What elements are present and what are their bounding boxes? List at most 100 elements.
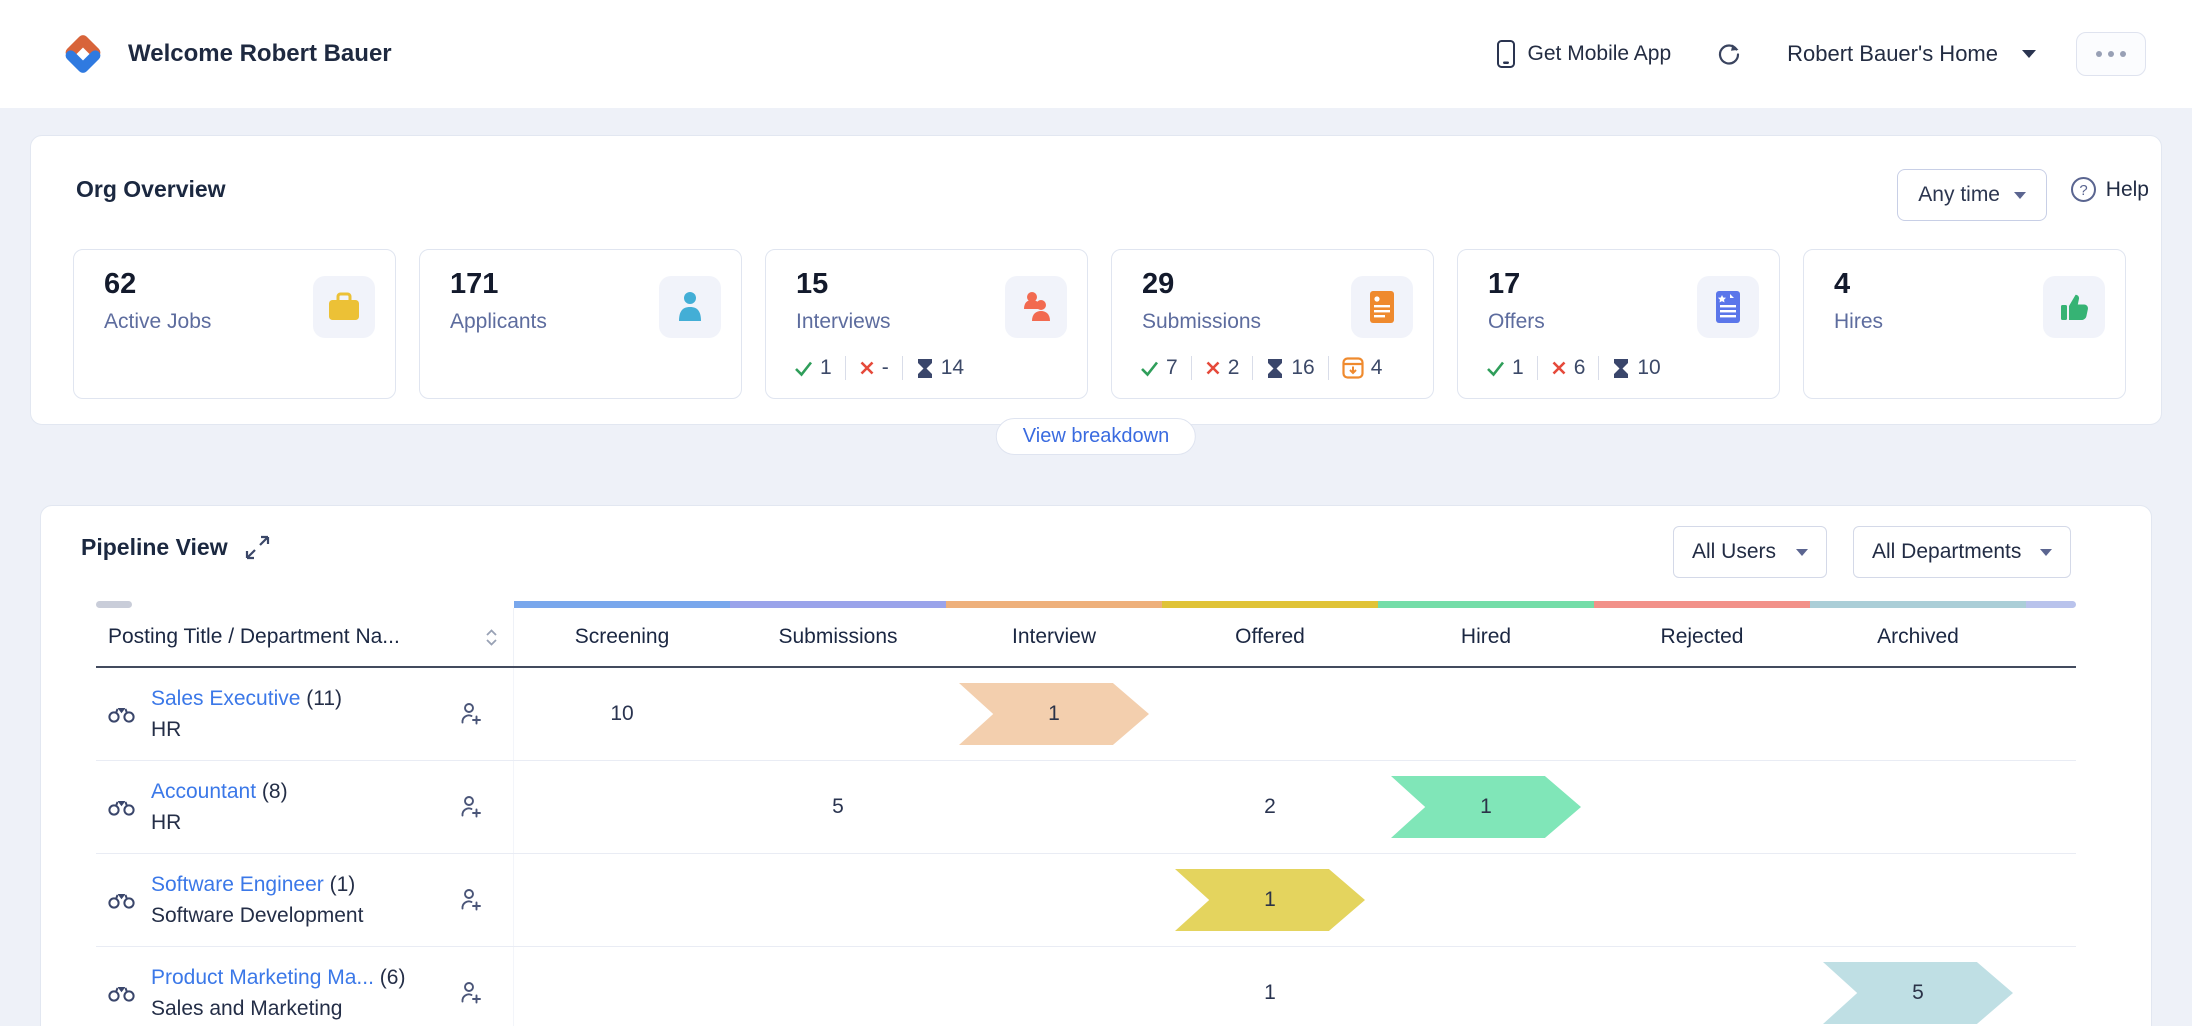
stat-value: 62 (104, 268, 137, 300)
job-title-link[interactable]: Product Marketing Ma... (151, 966, 374, 989)
check-icon (795, 361, 813, 376)
completed-stat: 1 (794, 356, 832, 380)
cross-icon (860, 361, 874, 375)
stage-arrow[interactable]: 1 (959, 683, 1149, 745)
stage-count[interactable]: 1 (1264, 981, 1276, 1004)
cancelled-stat: - (859, 356, 889, 380)
candidate-count: (11) (306, 687, 343, 710)
stat-breakdown: 1 - 14 (794, 356, 964, 380)
stat-label: Active Jobs (104, 310, 212, 333)
stat-value: 15 (796, 268, 829, 300)
stage-arrow[interactable]: 1 (1391, 776, 1581, 838)
help-label: Help (2105, 177, 2149, 201)
person-icon (659, 276, 721, 338)
hourglass-icon (1614, 358, 1629, 378)
time-filter-dropdown[interactable]: Any time (1897, 169, 2047, 221)
all-departments-label: All Departments (1872, 540, 2022, 563)
binoculars-icon[interactable] (108, 890, 135, 910)
stat-label: Submissions (1142, 310, 1262, 333)
stat-card-offers[interactable]: 17 Offers 1 (1457, 249, 1780, 399)
table-row: Software Engineer (1) Software Developme… (96, 854, 2076, 947)
stat-value: 171 (450, 268, 499, 300)
department-name: HR (151, 718, 182, 741)
check-icon (1141, 361, 1159, 376)
stat-label: Interviews (796, 310, 891, 333)
add-candidate-icon[interactable] (459, 888, 483, 912)
column-header-hired: Hired (1460, 625, 1512, 648)
stat-label: Offers (1488, 310, 1545, 333)
stage-bar-overflow (2026, 601, 2076, 608)
add-candidate-icon[interactable] (459, 702, 483, 726)
stat-value: 29 (1142, 268, 1175, 300)
stat-label: Hires (1834, 310, 1884, 333)
pipeline-view-title: Pipeline View (81, 534, 228, 560)
stage-bar-stub (96, 601, 132, 608)
job-title-link[interactable]: Software Engineer (151, 873, 324, 896)
job-title-link[interactable]: Accountant (151, 780, 257, 803)
sort-icon[interactable] (484, 628, 499, 647)
top-bar: Welcome Robert Bauer Get Mobile App Robe… (0, 0, 2192, 108)
candidate-count: (1) (329, 873, 356, 896)
refresh-icon[interactable] (1715, 40, 1743, 68)
stat-label: Applicants (450, 310, 547, 333)
stage-count[interactable]: 10 (610, 702, 634, 725)
stage-color-bar (96, 601, 2076, 608)
department-name: Software Development (151, 904, 364, 927)
all-users-label: All Users (1692, 540, 1777, 563)
stage-arrow[interactable]: 1 (1175, 869, 1365, 931)
stat-cards-row: 62 Active Jobs 171 Applicants 15 (73, 249, 2126, 399)
more-options-button[interactable] (2076, 32, 2146, 76)
column-header-screening: Screening (574, 625, 670, 648)
stat-value: 17 (1488, 268, 1521, 300)
time-filter-label: Any time (1918, 183, 2000, 206)
column-header-interview: Interview (1011, 625, 1097, 648)
stage-count[interactable]: 2 (1264, 795, 1276, 818)
column-header-offered: Offered (1235, 625, 1305, 648)
phone-icon (1496, 40, 1515, 68)
get-mobile-app-button[interactable]: Get Mobile App (1496, 39, 1671, 69)
department-name: HR (151, 811, 182, 834)
cross-icon (1206, 361, 1220, 375)
app-logo[interactable] (57, 28, 109, 80)
svg-text:?: ? (2079, 182, 2087, 199)
stage-arrow[interactable]: 5 (1823, 962, 2013, 1024)
table-row: Accountant (8) HR 5 2 1 (96, 761, 2076, 854)
view-breakdown-button[interactable]: View breakdown (995, 418, 1197, 455)
people-icon (1005, 276, 1067, 338)
expand-icon[interactable] (244, 534, 271, 561)
cross-icon (1552, 361, 1566, 375)
add-candidate-icon[interactable] (459, 981, 483, 1005)
question-circle-icon: ? (2070, 177, 2096, 202)
org-overview-panel: Org Overview Any time ? Help 62 Active J… (30, 135, 2162, 455)
stat-card-interviews[interactable]: 15 Interviews 1 - (765, 249, 1088, 399)
binoculars-icon[interactable] (108, 983, 135, 1003)
all-departments-dropdown[interactable]: All Departments (1853, 526, 2071, 578)
chevron-down-icon (1796, 548, 1808, 556)
stat-breakdown: 7 2 16 (1140, 356, 1382, 380)
pipeline-table: Posting Title / Department Na... Screeni… (96, 601, 2076, 1026)
stat-card-hires[interactable]: 4 Hires (1803, 249, 2126, 399)
hourglass-icon (917, 358, 932, 378)
stat-card-active-jobs[interactable]: 62 Active Jobs (73, 249, 396, 399)
home-page-selector[interactable]: Robert Bauer's Home (1787, 41, 2036, 67)
pipeline-view-panel: Pipeline View All Users All Departments (40, 505, 2152, 1026)
help-button[interactable]: ? Help (2070, 176, 2149, 203)
stat-card-applicants[interactable]: 171 Applicants (419, 249, 742, 399)
accepted-stat: 1 (1486, 356, 1524, 380)
add-candidate-icon[interactable] (459, 795, 483, 819)
pending-stat: 14 (916, 356, 964, 380)
posting-title-column-header[interactable]: Posting Title / Department Na... (96, 608, 514, 666)
job-title-link[interactable]: Sales Executive (151, 687, 301, 710)
column-header-archived: Archived (1877, 625, 1959, 648)
stage-count[interactable]: 5 (832, 795, 844, 818)
home-page-label: Robert Bauer's Home (1787, 41, 1998, 66)
pending-stat: 10 (1612, 356, 1661, 380)
stat-card-submissions[interactable]: 29 Submissions 7 2 (1111, 249, 1434, 399)
binoculars-icon[interactable] (108, 704, 135, 724)
all-users-dropdown[interactable]: All Users (1673, 526, 1827, 578)
binoculars-icon[interactable] (108, 797, 135, 817)
org-overview-title: Org Overview (76, 176, 226, 202)
tray-down-icon (1342, 357, 1364, 379)
scheduled-stat: 4 (1342, 356, 1382, 380)
chevron-down-icon (2040, 548, 2052, 556)
